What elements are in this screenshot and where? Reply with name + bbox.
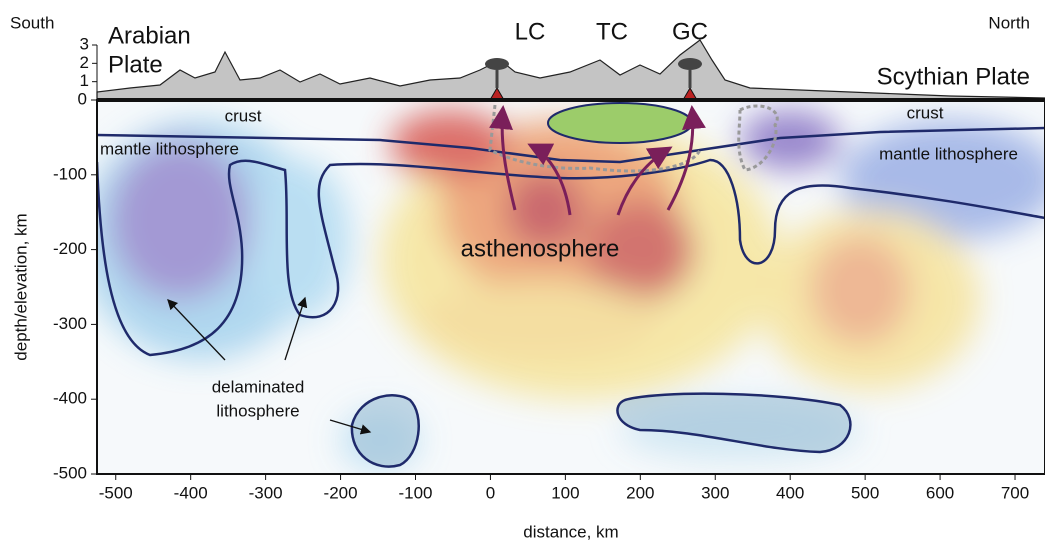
annotation: lithosphere [216,401,299,420]
x-tick-label: 700 [1001,483,1029,502]
annotation: crust [907,103,944,122]
plate-label: Arabian [108,22,191,49]
x-tick-label: -300 [249,483,283,502]
volcanic-center-label: TC [596,18,628,45]
direction-label: North [988,13,1030,32]
y-tick-label: 0 [78,89,87,108]
x-tick-label: 400 [776,483,804,502]
annotation: delaminated [212,377,305,396]
volcanic-center-label: GC [672,18,708,45]
figure: asthenosphere -500-400-300-200-100010020… [0,0,1045,544]
volcanic-center-label: LC [515,18,546,45]
x-tick-label: 0 [486,483,495,502]
x-tick-label: -400 [174,483,208,502]
plate-label: Scythian Plate [877,63,1030,90]
y-tick-label: -100 [53,164,87,183]
x-tick-label: -100 [398,483,432,502]
y2-tick-label: 1 [80,71,89,90]
y2-tick-label: 2 [80,53,89,72]
annotation: mantle lithosphere [100,139,239,158]
x-tick-label: -500 [99,483,133,502]
annotation: crust [225,106,262,125]
plate-label: Plate [108,51,163,78]
y-tick-label: -200 [53,239,87,258]
y-axis-label: depth/elevation, km [11,213,30,360]
y-tick-label: -300 [53,314,87,333]
x-tick-label: -200 [324,483,358,502]
x-tick-label: 100 [551,483,579,502]
direction-label: South [10,13,54,32]
annotation: asthenosphere [461,235,620,262]
annotation: mantle lithosphere [879,144,1018,163]
x-tick-label: 500 [851,483,879,502]
y-tick-label: -500 [53,463,87,482]
x-tick-label: 300 [701,483,729,502]
y-tick-label: -400 [53,389,87,408]
x-tick-label: 600 [926,483,954,502]
x-axis-label: distance, km [523,522,618,541]
x-tick-label: 200 [626,483,654,502]
y2-tick-label: 3 [80,34,89,53]
